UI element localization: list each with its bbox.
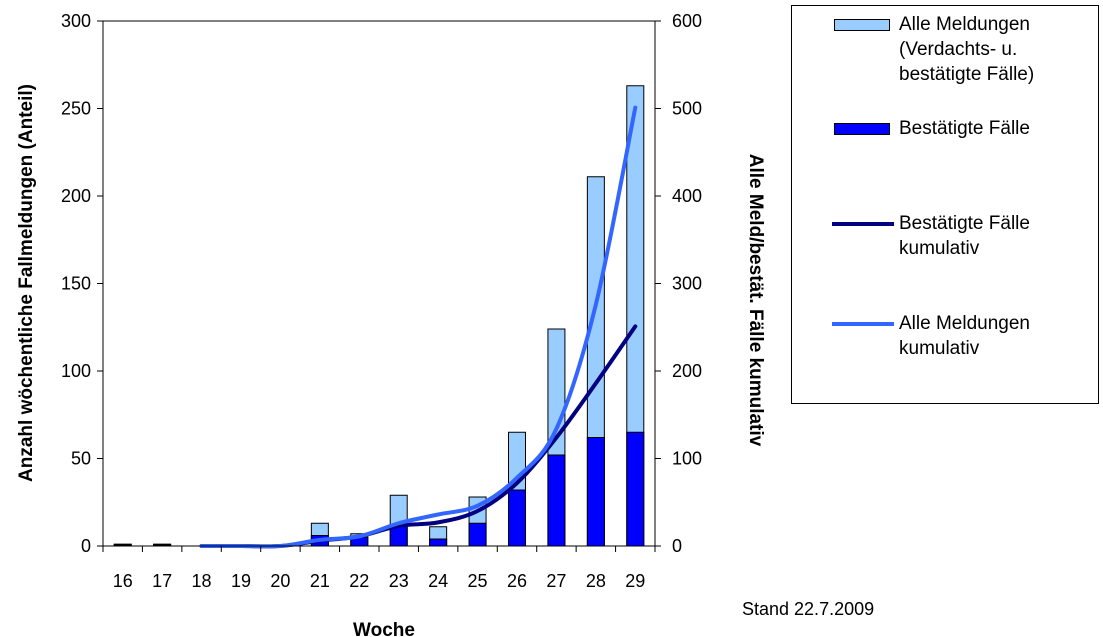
y-tick-label-right: 400 <box>672 186 702 206</box>
bar-bestaetigte-faelle-woche-27 <box>547 454 566 547</box>
legend-swatch-alle-meldungen <box>834 19 890 31</box>
y-tick-label-left: 250 <box>61 99 91 119</box>
x-axis-title: Woche <box>353 620 415 637</box>
legend-line-alle-kumulativ <box>832 322 894 326</box>
y-tick-label-right: 100 <box>672 449 702 469</box>
bar-bestaetigte-faelle-woche-24 <box>429 538 448 547</box>
x-tick-label: 16 <box>113 571 133 591</box>
bar-bestaetigte-faelle-woche-26 <box>508 489 526 547</box>
y-axis-title-right: Alle Meld/bestät. Fälle kumulativ <box>745 154 766 447</box>
bar-bestaetigte-faelle-woche-28 <box>586 437 605 547</box>
x-tick-label: 29 <box>625 571 645 591</box>
bar-bestaetigte-faelle-woche-25 <box>468 522 487 547</box>
legend-label: Alle Meldungen kumulativ <box>899 313 1030 359</box>
y-tick-label-right: 500 <box>672 99 702 119</box>
y-tick-label-right: 300 <box>672 274 702 294</box>
line-alle-kumulativ <box>199 105 638 549</box>
legend: Alle Meldungen (Verdachts- u. bestätigte… <box>791 5 1099 404</box>
y-tick-label-left: 200 <box>61 186 91 206</box>
x-tick-label: 28 <box>586 571 606 591</box>
x-tick-label: 26 <box>507 571 527 591</box>
x-tick-label: 20 <box>270 571 290 591</box>
y-tick-label-left: 100 <box>61 361 91 381</box>
x-tick-label: 21 <box>310 571 330 591</box>
legend-swatch-bestaetigte-faelle <box>834 123 890 135</box>
y-tick-label-right: 0 <box>672 536 682 556</box>
x-tick-label: 24 <box>428 571 448 591</box>
x-tick-label: 17 <box>152 571 172 591</box>
y-tick-label-right: 200 <box>672 361 702 381</box>
y-tick-label-left: 300 <box>61 11 91 31</box>
x-tick-label: 25 <box>468 571 488 591</box>
y-tick-label-left: 0 <box>81 536 91 556</box>
x-tick-label: 22 <box>349 571 369 591</box>
x-tick-label: 23 <box>389 571 409 591</box>
y-tick-label-left: 150 <box>61 274 91 294</box>
lines-group <box>199 105 638 549</box>
y-tick-label-left: 50 <box>71 449 91 469</box>
y-axis-title-left: Anzahl wöchentliche Fallmeldungen (Antei… <box>16 84 37 482</box>
legend-line-bestaetigte-kumulativ <box>832 222 894 226</box>
line-bestaetigte-kumulativ <box>199 324 638 549</box>
stand-date-note: Stand 22.7.2009 <box>742 599 875 619</box>
legend-label: Bestätigte Fälle kumulativ <box>899 213 1030 259</box>
x-tick-label: 27 <box>546 571 566 591</box>
legend-label: Bestätigte Fälle <box>899 118 1030 139</box>
bars-group <box>113 85 645 547</box>
y-tick-label-right: 600 <box>672 11 702 31</box>
legend-label: Alle Meldungen (Verdachts- u. bestätigte… <box>899 14 1035 85</box>
x-tick-label: 18 <box>192 571 212 591</box>
bar-bestaetigte-faelle-woche-29 <box>626 431 645 547</box>
x-tick-label: 19 <box>231 571 251 591</box>
axes-group: 0 50 100 150 200 250 300 0 100 200 300 400 500 600 16 1… <box>61 11 702 591</box>
